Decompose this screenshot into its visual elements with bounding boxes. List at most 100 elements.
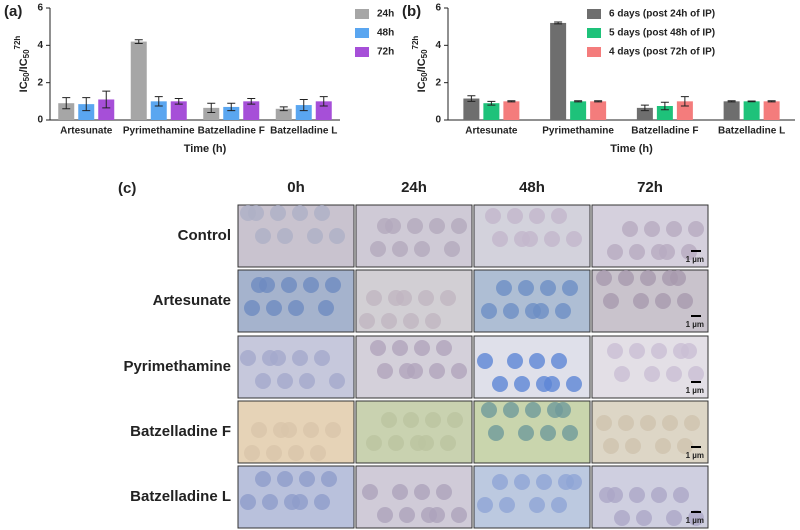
error-bar xyxy=(727,100,736,103)
cell xyxy=(299,471,315,487)
cell xyxy=(418,290,434,306)
cell xyxy=(303,422,319,438)
error-bar xyxy=(640,104,649,112)
y-axis-label-part: 72h xyxy=(411,36,420,50)
cell xyxy=(403,313,419,329)
cell xyxy=(314,494,330,510)
y-tick-label: 6 xyxy=(37,3,43,14)
legend-swatch xyxy=(355,28,369,38)
cell xyxy=(266,445,282,461)
bar xyxy=(570,101,587,120)
bar xyxy=(98,99,115,120)
cell xyxy=(555,303,571,319)
row-label: Control xyxy=(178,227,231,244)
bar xyxy=(243,101,260,120)
cell xyxy=(381,412,397,428)
cell xyxy=(688,221,704,237)
cell xyxy=(566,231,582,247)
cell xyxy=(681,343,697,359)
y-axis-label-part: 50 xyxy=(22,72,31,81)
cell xyxy=(281,422,297,438)
bar xyxy=(58,103,75,120)
cell xyxy=(662,415,678,431)
cell xyxy=(644,366,660,382)
cell xyxy=(440,290,456,306)
cell xyxy=(329,373,345,389)
cell xyxy=(566,376,582,392)
scale-bar-label: 1 µm xyxy=(686,451,704,460)
cell xyxy=(666,510,682,526)
cell xyxy=(281,277,297,293)
cell xyxy=(377,507,393,523)
y-tick-label: 0 xyxy=(435,115,441,126)
cell xyxy=(251,422,267,438)
cell xyxy=(477,497,493,513)
error-bar xyxy=(279,106,288,112)
cell xyxy=(392,340,408,356)
bar xyxy=(723,101,740,120)
x-tick-label: Batzelladine L xyxy=(270,126,337,137)
cell xyxy=(318,300,334,316)
cell xyxy=(618,415,634,431)
cell xyxy=(436,484,452,500)
bar xyxy=(763,101,780,120)
cell xyxy=(536,474,552,490)
cell xyxy=(277,228,293,244)
cell xyxy=(329,228,345,244)
cell xyxy=(266,300,282,316)
cell xyxy=(566,474,582,490)
panel-label: (b) xyxy=(402,3,421,20)
cell xyxy=(270,350,286,366)
cell xyxy=(451,218,467,234)
x-tick-label: Batzelladine F xyxy=(198,126,265,137)
cell xyxy=(540,280,556,296)
bar xyxy=(550,22,567,120)
cell xyxy=(533,303,549,319)
cell xyxy=(525,402,541,418)
cell xyxy=(307,228,323,244)
legend-swatch xyxy=(587,28,601,38)
bar xyxy=(503,101,520,120)
cell xyxy=(507,353,523,369)
cell xyxy=(551,497,567,513)
error-bar xyxy=(227,102,236,112)
y-tick-label: 4 xyxy=(37,40,43,51)
error-bar xyxy=(467,95,476,102)
legend-label: 6 days (post 24h of IP) xyxy=(609,9,715,20)
legend-label: 72h xyxy=(377,47,394,58)
row-label: Pyrimethamine xyxy=(123,358,231,375)
error-bar xyxy=(82,97,91,112)
cell xyxy=(629,343,645,359)
micrograph xyxy=(473,269,591,333)
cell xyxy=(644,221,660,237)
cell xyxy=(673,487,689,503)
x-tick-label: Artesunate xyxy=(465,126,518,137)
cell xyxy=(277,373,293,389)
cell xyxy=(314,205,330,221)
column-label: 24h xyxy=(401,179,427,196)
cell xyxy=(622,221,638,237)
cell xyxy=(596,270,612,286)
cell xyxy=(381,313,397,329)
y-tick-label: 2 xyxy=(435,77,441,88)
bar xyxy=(743,101,760,120)
cell xyxy=(684,415,700,431)
cell xyxy=(651,487,667,503)
cell xyxy=(325,277,341,293)
cell xyxy=(603,438,619,454)
column-label: 48h xyxy=(519,179,545,196)
y-axis-label-part: /IC xyxy=(416,58,428,72)
cell xyxy=(677,293,693,309)
cell xyxy=(629,244,645,260)
cell xyxy=(518,425,534,441)
cell xyxy=(562,425,578,441)
cell xyxy=(255,373,271,389)
cell xyxy=(488,425,504,441)
cell xyxy=(399,507,415,523)
cell xyxy=(392,241,408,257)
cell xyxy=(396,290,412,306)
cell xyxy=(518,280,534,296)
cell xyxy=(392,484,408,500)
x-tick-label: Batzelladine L xyxy=(718,126,785,137)
